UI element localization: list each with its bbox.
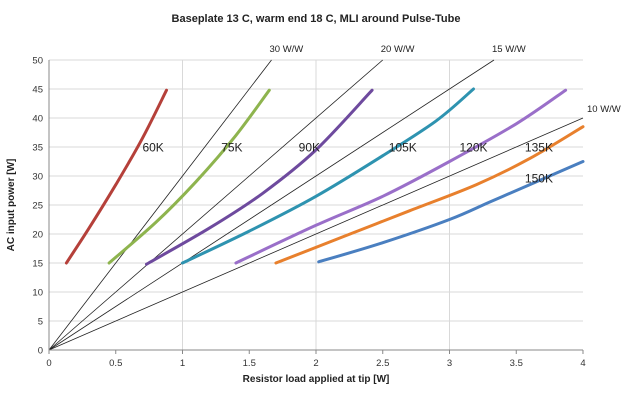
y-tick-label: 30 <box>32 172 43 183</box>
x-tick-label: 0.5 <box>109 358 122 369</box>
chart-title: Baseplate 13 C, warm end 18 C, MLI aroun… <box>172 13 461 25</box>
y-tick-label: 15 <box>32 259 43 270</box>
reference-line <box>48 59 272 351</box>
series-label-105k: 105K <box>389 141 417 155</box>
x-axis-title: Resistor load applied at tip [W] <box>243 374 390 385</box>
label-layer: 30 W/W 20 W/W 15 W/W 10 W/W 60K 75K 90K 105K 120… <box>142 44 620 185</box>
y-tick-label: 35 <box>32 143 43 154</box>
series-label-90k: 90K <box>299 141 320 155</box>
axes: 0 5 10 15 20 25 30 35 40 45 50 0 0.5 1 1.5 2 2.5 3 3.5 4 <box>32 56 585 370</box>
series-line-90k <box>145 88 374 266</box>
x-tick-label: 1 <box>180 358 185 369</box>
reference-line <box>48 59 495 351</box>
x-tick-label: 3.5 <box>510 358 523 369</box>
y-tick-label: 10 <box>32 288 43 299</box>
series-label-60k: 60K <box>142 141 163 155</box>
series-line-60k <box>64 88 168 265</box>
series-line-105k <box>181 87 475 265</box>
series-label-150k: 150K <box>525 171 553 185</box>
y-tick-label: 45 <box>32 85 43 96</box>
x-tick-label: 2.5 <box>376 358 389 369</box>
y-tick-label: 5 <box>38 317 43 328</box>
y-tick-label: 25 <box>32 201 43 212</box>
reference-line <box>48 59 384 351</box>
series-layer <box>64 87 585 266</box>
y-tick-label: 50 <box>32 56 43 67</box>
series-label-120k: 120K <box>460 141 488 155</box>
reference-line-label: 15 W/W <box>492 44 526 55</box>
x-tick-label: 0 <box>46 358 51 369</box>
y-tick-label: 0 <box>38 346 43 357</box>
x-tick-label: 4 <box>580 358 585 369</box>
series-line-75k <box>107 88 271 265</box>
reference-line-label: 20 W/W <box>381 44 415 55</box>
x-tick-label: 3 <box>447 358 452 369</box>
reference-lines <box>48 59 584 351</box>
y-tick-label: 40 <box>32 114 43 125</box>
x-tick-label: 2 <box>313 358 318 369</box>
series-line-150k <box>317 160 585 264</box>
reference-line-label: 10 W/W <box>587 104 621 115</box>
series-label-75k: 75K <box>221 141 242 155</box>
reference-line <box>48 117 584 351</box>
y-axis-title: AC input power [W] <box>6 159 17 252</box>
x-tick-label: 1.5 <box>243 358 256 369</box>
series-label-135k: 135K <box>525 141 553 155</box>
y-tick-label: 20 <box>32 230 43 241</box>
series-line-120k <box>234 88 568 265</box>
series-line-135k <box>274 125 585 265</box>
reference-line-label: 30 W/W <box>270 44 304 55</box>
